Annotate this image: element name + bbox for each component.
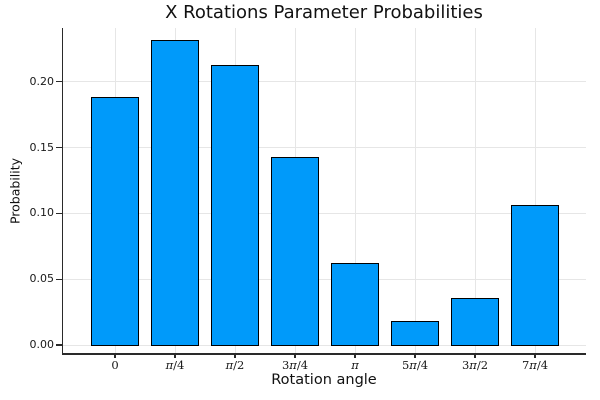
x-tick-label: 0: [111, 358, 119, 372]
x-tick-label: π: [351, 358, 359, 372]
bar: [211, 64, 259, 346]
y-tick-label: 0.05: [29, 272, 55, 286]
x-axis-label: Rotation angle: [271, 372, 377, 388]
y-axis-spine: [61, 28, 63, 355]
y-tickmark: [56, 278, 62, 280]
bar: [511, 205, 559, 346]
x-tick-label: 3π/2: [461, 358, 489, 372]
x-gridline: [414, 28, 416, 353]
y-gridline: [62, 278, 586, 280]
y-gridline: [62, 147, 586, 149]
x-axis-spine: [61, 353, 586, 355]
x-tick-label: 5π/4: [401, 358, 429, 372]
x-tickmark: [174, 353, 176, 358]
bar: [391, 321, 439, 346]
x-tickmark: [354, 353, 356, 358]
x-tick-label: π/2: [225, 358, 245, 372]
bar: [151, 39, 199, 346]
x-gridline: [474, 28, 476, 353]
bar: [331, 263, 379, 346]
x-tickmark: [414, 353, 416, 358]
y-gridline: [62, 81, 586, 83]
x-gridline: [534, 28, 536, 353]
bar: [271, 156, 319, 346]
bar: [91, 97, 139, 346]
y-tickmark: [56, 81, 62, 83]
y-tick-label: 0.10: [29, 206, 55, 220]
y-gridline: [62, 344, 586, 346]
x-tick-label: π/4: [165, 358, 185, 372]
x-tickmark: [294, 353, 296, 358]
y-tickmark: [56, 344, 62, 346]
y-tick-label: 0.15: [29, 140, 55, 154]
chart-title: X Rotations Parameter Probabilities: [165, 2, 483, 23]
x-tickmark: [474, 353, 476, 358]
y-gridline: [62, 212, 586, 214]
bar: [451, 297, 499, 346]
y-tick-label: 0.20: [29, 74, 55, 88]
x-tickmark: [114, 353, 116, 358]
x-gridline: [354, 28, 356, 353]
x-tickmark: [234, 353, 236, 358]
y-tick-label: 0.00: [29, 338, 55, 351]
y-tickmark: [56, 146, 62, 149]
x-tick-label: 3π/4: [281, 358, 309, 372]
x-tick-label: 7π/4: [521, 358, 549, 372]
x-tickmark: [534, 353, 536, 358]
y-tickmark: [56, 212, 62, 214]
